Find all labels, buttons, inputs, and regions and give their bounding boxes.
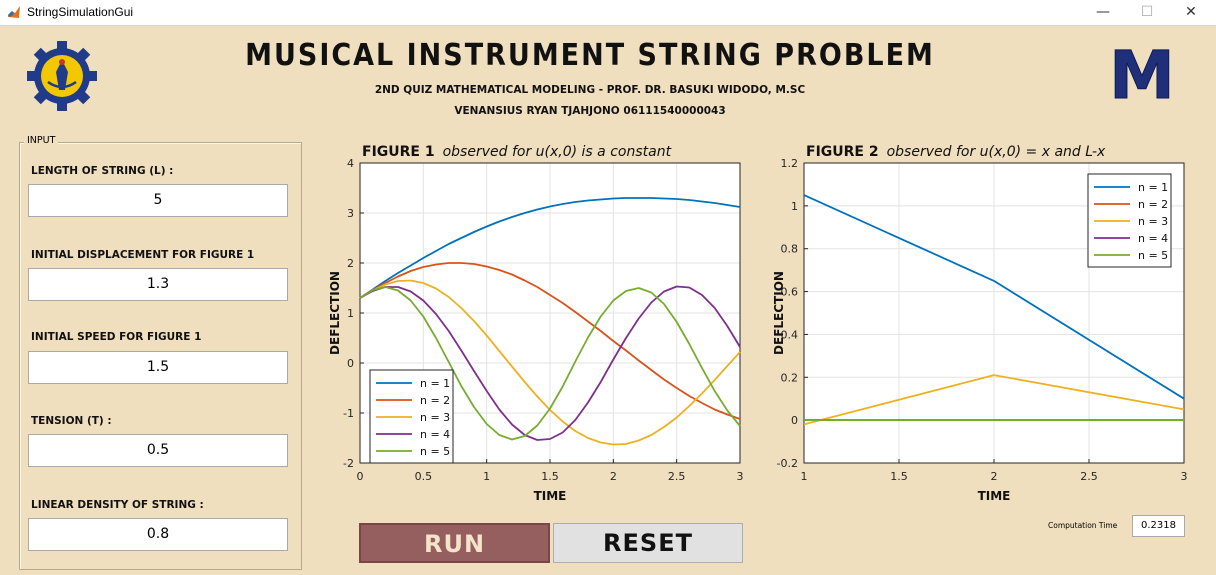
fig2-x-axis-label: TIME — [978, 489, 1011, 503]
tension-input[interactable]: 0.5 — [28, 434, 288, 467]
initial-speed-label: INITIAL SPEED FOR FIGURE 1 — [31, 331, 202, 343]
fig1-series-line-n5 — [359, 286, 741, 441]
fig1-legend-label-n2: n = 2 — [420, 394, 450, 407]
fig1-y-tick-label: 4 — [347, 157, 354, 170]
figure-client-area: MUSICAL INSTRUMENT STRING PROBLEM 2ND QU… — [0, 26, 1216, 575]
run-button[interactable]: RUN — [359, 523, 550, 563]
university-emblem-icon — [27, 41, 97, 111]
fig2-y-tick-label: 1 — [791, 200, 798, 213]
tension-label: TENSION (T) : — [31, 415, 112, 427]
matlab-app-icon — [7, 5, 21, 19]
fig2-legend-label-n2: n = 2 — [1138, 198, 1168, 211]
fig1-series-line-n1 — [359, 197, 741, 299]
initial-speed-input[interactable]: 1.5 — [28, 351, 288, 384]
input-panel — [19, 142, 302, 570]
fig2-y-tick-label: -0.2 — [777, 457, 798, 470]
computation-time-label: Computation Time — [1048, 521, 1118, 530]
fig2-y-tick-label: 0 — [791, 414, 798, 427]
initial-displacement-input[interactable]: 1.3 — [28, 268, 288, 301]
fig2-y-axis-label: DEFLECTION — [772, 271, 786, 355]
figure-2-chart: 1 1.5 2 2.5 3 -0.2 0 0.2 0.4 0.6 0.8 1 1.2 FIGURE 2 ob… — [772, 144, 1188, 503]
length-input[interactable]: 5 — [28, 184, 288, 217]
fig2-x-tick-label: 2.5 — [1080, 470, 1098, 483]
fig1-y-tick-label: 2 — [347, 257, 354, 270]
fig1-y-axis-label: DEFLECTION — [328, 271, 342, 355]
fig2-legend-label-n3: n = 3 — [1138, 215, 1168, 228]
fig2-axes-box — [803, 162, 1185, 464]
window-title: StringSimulationGui — [27, 5, 134, 19]
fig2-x-tick-label: 1 — [801, 470, 808, 483]
fig1-title: FIGURE 1 observed for u(x,0) is a constan… — [362, 144, 672, 160]
fig2-title-italic: observed for u(x,0) = x and L-x — [887, 144, 1106, 160]
fig1-y-tick-label: -1 — [343, 407, 354, 420]
fig2-y-tick-label: 0.2 — [781, 371, 799, 384]
linear-density-input[interactable]: 0.8 — [28, 518, 288, 551]
fig2-legend-label-n1: n = 1 — [1138, 181, 1168, 194]
fig2-legend-label-n5: n = 5 — [1138, 249, 1168, 262]
m-logo-letter: M — [1110, 42, 1174, 104]
fig2-y-tick-label: 0.4 — [781, 328, 799, 341]
fig1-x-tick-label: 3 — [737, 470, 744, 483]
fig1-x-tick-label: 1.5 — [541, 470, 559, 483]
fig1-series-line-n4 — [359, 285, 741, 441]
fig1-x-tick-label: 0.5 — [415, 470, 433, 483]
window-titlebar: StringSimulationGui — ☐ ✕ — [0, 0, 1216, 26]
input-panel-legend: INPUT — [24, 135, 59, 146]
fig1-series-line-n2 — [359, 262, 741, 420]
fig1-title-italic: observed for u(x,0) is a constant — [443, 144, 672, 160]
fig2-y-tick-label: 1.2 — [781, 157, 799, 170]
fig1-x-tick-label: 2.5 — [668, 470, 686, 483]
fig1-x-tick-label: 1 — [483, 470, 490, 483]
linear-density-label: LINEAR DENSITY OF STRING : — [31, 499, 204, 511]
fig1-legend-label-n4: n = 4 — [420, 428, 450, 441]
figure-1-chart: 0 0.5 1 1.5 2 2.5 3 -2 -1 0 1 2 3 4 FIGURE 1 observed f… — [328, 144, 744, 503]
fig1-legend-label-n5: n = 5 — [420, 445, 450, 458]
fig1-axes-box — [359, 162, 741, 464]
author-subtitle: VENANSIUS RYAN TJAHJONO 06111540000043 — [454, 105, 726, 117]
maximize-button[interactable]: ☐ — [1140, 4, 1154, 20]
fig2-x-tick-label: 1.5 — [890, 470, 908, 483]
fig2-title: FIGURE 2 observed for u(x,0) = x and L-x — [806, 144, 1106, 160]
length-label: LENGTH OF STRING (L) : — [31, 165, 174, 177]
fig1-title-bold: FIGURE 1 — [362, 144, 435, 160]
reset-button[interactable]: RESET — [553, 523, 743, 563]
fig2-legend-label-n4: n = 4 — [1138, 232, 1168, 245]
fig2-y-tick-label: 0.6 — [781, 286, 799, 299]
fig2-series-line-n3 — [803, 374, 1185, 426]
initial-displacement-label: INITIAL DISPLACEMENT FOR FIGURE 1 — [31, 249, 255, 261]
fig2-title-bold: FIGURE 2 — [806, 144, 879, 160]
fig2-x-tick-label: 2 — [991, 470, 998, 483]
computation-time-value: 0.2318 — [1132, 515, 1185, 537]
close-button[interactable]: ✕ — [1185, 4, 1197, 20]
fig1-y-tick-label: 1 — [347, 307, 354, 320]
fig2-y-tick-label: 0.8 — [781, 243, 799, 256]
fig1-y-tick-label: 3 — [347, 207, 354, 220]
fig1-x-tick-label: 2 — [610, 470, 617, 483]
m-logo-icon: M — [1110, 42, 1174, 104]
fig2-series-line-n1 — [803, 194, 1185, 400]
minimize-button[interactable]: — — [1096, 4, 1110, 20]
page-title: MUSICAL INSTRUMENT STRING PROBLEM — [245, 38, 935, 73]
fig1-y-tick-label: 0 — [347, 357, 354, 370]
fig1-legend-label-n1: n = 1 — [420, 377, 450, 390]
course-subtitle: 2ND QUIZ MATHEMATICAL MODELING - PROF. D… — [374, 84, 806, 96]
fig1-x-axis-label: TIME — [534, 489, 567, 503]
fig1-legend-label-n3: n = 3 — [420, 411, 450, 424]
fig2-x-tick-label: 3 — [1181, 470, 1188, 483]
fig1-y-tick-label: -2 — [343, 457, 354, 470]
fig1-x-tick-label: 0 — [357, 470, 364, 483]
